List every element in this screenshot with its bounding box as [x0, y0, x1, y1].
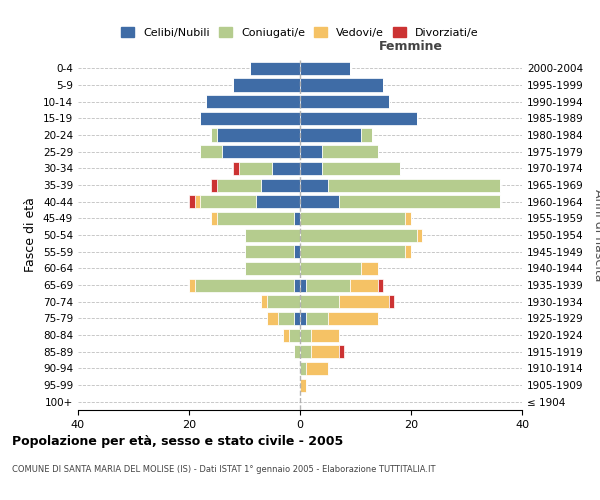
Bar [266, 295, 300, 308]
Bar [200, 145, 222, 158]
Bar [300, 128, 361, 141]
Bar [250, 62, 300, 75]
Bar [245, 228, 300, 241]
Bar [350, 278, 378, 291]
Bar [305, 362, 328, 375]
Bar [211, 178, 217, 192]
Bar [211, 212, 217, 225]
Bar [189, 195, 194, 208]
Legend: Celibi/Nubili, Coniugati/e, Vedovi/e, Divorziati/e: Celibi/Nubili, Coniugati/e, Vedovi/e, Di… [118, 24, 482, 41]
Bar [206, 95, 300, 108]
Bar [300, 345, 311, 358]
Bar [261, 295, 266, 308]
Bar [295, 312, 300, 325]
Bar [217, 128, 300, 141]
Bar [222, 145, 300, 158]
Bar [295, 345, 300, 358]
Bar [295, 278, 300, 291]
Y-axis label: Fasce di età: Fasce di età [25, 198, 37, 272]
Bar [328, 178, 500, 192]
Text: Femmine: Femmine [379, 40, 443, 53]
Bar [305, 312, 328, 325]
Bar [300, 362, 305, 375]
Bar [278, 312, 295, 325]
Bar [361, 128, 372, 141]
Bar [300, 112, 416, 125]
Bar [328, 312, 378, 325]
Bar [300, 62, 350, 75]
Bar [378, 278, 383, 291]
Bar [194, 278, 295, 291]
Bar [300, 95, 389, 108]
Bar [311, 345, 339, 358]
Text: COMUNE DI SANTA MARIA DEL MOLISE (IS) - Dati ISTAT 1° gennaio 2005 - Elaborazion: COMUNE DI SANTA MARIA DEL MOLISE (IS) - … [12, 465, 436, 474]
Bar [300, 328, 311, 342]
Bar [339, 295, 389, 308]
Bar [295, 245, 300, 258]
Bar [239, 162, 272, 175]
Bar [211, 128, 217, 141]
Y-axis label: Anni di nascita: Anni di nascita [592, 188, 600, 281]
Bar [300, 295, 339, 308]
Bar [233, 78, 300, 92]
Bar [406, 245, 411, 258]
Bar [300, 278, 305, 291]
Bar [295, 212, 300, 225]
Bar [256, 195, 300, 208]
Bar [300, 228, 416, 241]
Bar [300, 78, 383, 92]
Bar [361, 262, 378, 275]
Bar [217, 212, 295, 225]
Bar [300, 145, 322, 158]
Bar [300, 178, 328, 192]
Bar [416, 228, 422, 241]
Bar [339, 195, 500, 208]
Bar [289, 328, 300, 342]
Bar [300, 212, 406, 225]
Bar [300, 312, 305, 325]
Text: Popolazione per età, sesso e stato civile - 2005: Popolazione per età, sesso e stato civil… [12, 435, 343, 448]
Bar [406, 212, 411, 225]
Bar [311, 328, 339, 342]
Bar [272, 162, 300, 175]
Bar [389, 295, 394, 308]
Bar [261, 178, 300, 192]
Bar [339, 345, 344, 358]
Bar [266, 312, 278, 325]
Bar [189, 278, 194, 291]
Bar [300, 262, 361, 275]
Bar [300, 195, 339, 208]
Bar [300, 378, 305, 392]
Bar [200, 195, 256, 208]
Bar [245, 245, 295, 258]
Bar [194, 195, 200, 208]
Bar [245, 262, 300, 275]
Bar [233, 162, 239, 175]
Bar [305, 278, 350, 291]
Bar [300, 245, 406, 258]
Bar [322, 145, 378, 158]
Bar [200, 112, 300, 125]
Bar [322, 162, 400, 175]
Bar [217, 178, 261, 192]
Bar [283, 328, 289, 342]
Bar [300, 162, 322, 175]
